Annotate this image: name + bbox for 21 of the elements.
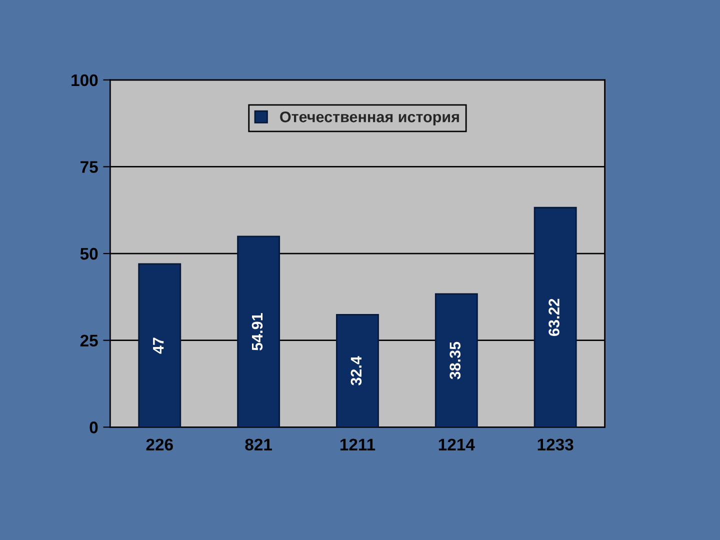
x-tick-label: 1214 [438,438,475,450]
y-tick-label: 50 [80,248,98,260]
x-tick-label: 1211 [340,438,376,450]
x-tick-label: 226 [146,438,173,450]
bar [237,236,280,428]
y-tick-label: 0 [90,422,98,434]
bar [138,263,182,428]
data-label: 47 [153,338,164,354]
data-label: 38.35 [450,342,461,380]
x-tick-label: 821 [245,438,272,450]
data-label: 32.4 [350,356,362,386]
x-tick-label: 1233 [538,438,574,451]
data-label: 54.91 [252,313,263,350]
y-tick-label: 75 [80,161,98,173]
y-tick-label: 25 [80,334,98,347]
bar [534,206,577,428]
bar [434,293,478,428]
bar [336,314,379,428]
legend-label: Отечественная история [280,112,459,126]
data-label: 63.22 [548,298,560,336]
y-tick-label: 100 [72,74,98,86]
